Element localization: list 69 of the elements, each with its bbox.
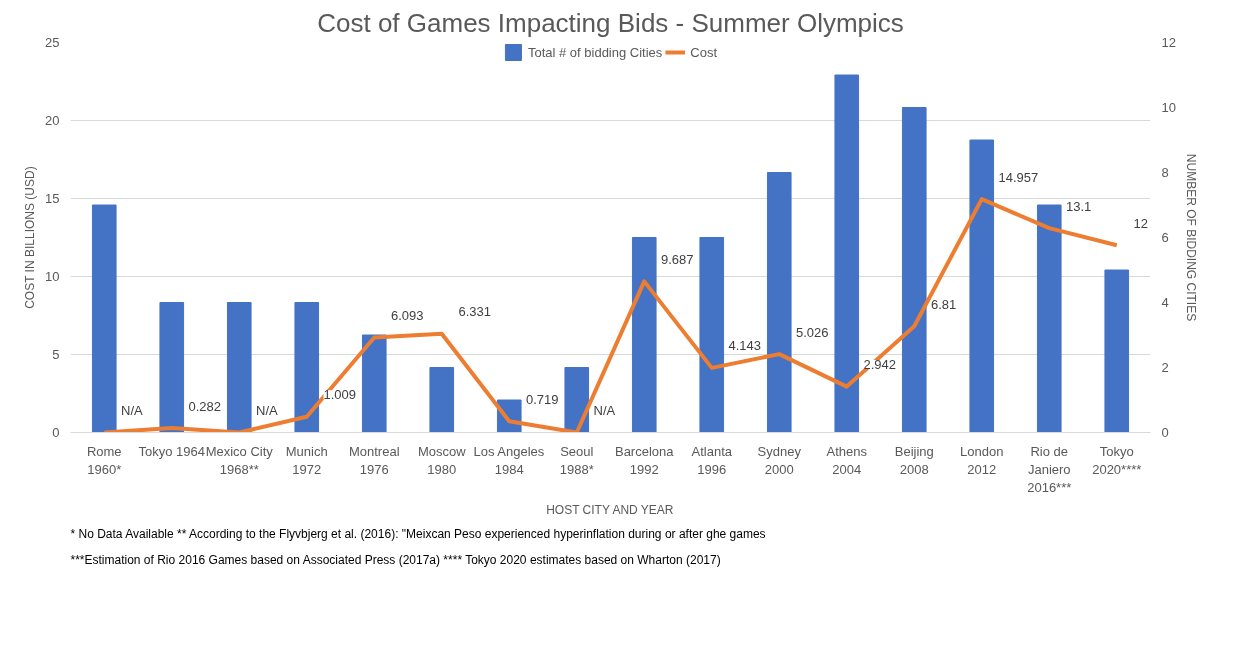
bar: [1036, 204, 1062, 433]
x-tick-label: Seoul 1988*: [559, 443, 594, 477]
bar: [1104, 269, 1130, 433]
data-label: 12: [1133, 215, 1148, 231]
bar: [564, 367, 590, 433]
legend-label: Total # of bidding Cities: [527, 44, 663, 60]
bar: [834, 74, 860, 433]
data-label: N/A: [121, 403, 143, 418]
y-tick-label: 5: [52, 347, 60, 362]
data-label: 13.1: [1066, 198, 1092, 214]
data-label: 6.093: [391, 307, 424, 323]
data-label: N/A: [593, 403, 616, 418]
bar: [429, 367, 455, 433]
y-tick-label: 25: [45, 35, 60, 50]
x-tick-label: Moscow 1980: [417, 443, 467, 477]
line-series: [102, 197, 1119, 433]
chart-title: Cost of Games Impacting Bids - Summer Olympics: [317, 7, 904, 38]
x-tick-label: Barcelona 1992: [614, 443, 675, 477]
data-label: 0.282: [188, 398, 222, 414]
x-tick-label: Munich 1972: [285, 443, 328, 477]
bar: [294, 302, 320, 433]
y-tick-label: 0: [52, 425, 60, 440]
y2-tick-label: 4: [1161, 295, 1169, 310]
bar: [159, 302, 185, 433]
text: * No Data Available ** According to the Flyvbjerg et al. (2016): "Meixcan Peso experienced hyperinflation during or after ghe games: [70, 526, 766, 541]
x-tick-label: Mexico City 1968**: [205, 443, 274, 477]
data-label: 4.143: [728, 338, 762, 354]
x-tick-label: Athens 2004: [826, 443, 868, 477]
bar: [226, 302, 252, 433]
data-label: 6.331: [458, 304, 492, 320]
y2-tick-label: 12: [1161, 35, 1176, 50]
y2-tick-label: 0: [1161, 425, 1169, 440]
text: ***Estimation of Rio 2016 Games based on Associated Press (2017a) **** Tokyo 2020 estimates based on Wharton (2017): [70, 552, 721, 567]
data-label: N/A: [256, 403, 278, 418]
x-tick-label: Beijing 2008: [894, 443, 934, 477]
bar: [699, 237, 725, 433]
bar: [631, 237, 657, 433]
x-tick-label: Rome 1960*: [86, 443, 122, 477]
data-label: 6.81: [931, 296, 957, 312]
data-label: 2.942: [863, 357, 897, 373]
data-label: 5.026: [796, 324, 829, 340]
y2-tick-label: 2: [1161, 360, 1169, 375]
x-tick-label: Montreal 1976: [348, 443, 400, 477]
y2-tick-label: 8: [1161, 165, 1169, 180]
x-tick-label: London 2012: [960, 443, 1004, 477]
data-label: 9.687: [661, 251, 694, 267]
bar: [766, 172, 792, 433]
data-label: 1.009: [323, 387, 357, 403]
legend-label: Cost: [690, 44, 718, 60]
x-axis-title: HOST CITY AND YEAR: [546, 502, 674, 517]
data-label: 0.719: [526, 391, 559, 407]
x-tick-label: Tokyo 1964: [138, 443, 205, 459]
x-tick-label: Rio de Janiero 2016***: [1027, 443, 1072, 495]
bar: [91, 204, 117, 433]
y2-tick-label: 6: [1161, 230, 1169, 245]
x-tick-label: Tokyo 2020****: [1092, 443, 1142, 477]
bar: [361, 334, 387, 433]
y-tick-label: 10: [45, 269, 60, 284]
y2-tick-label: 10: [1161, 100, 1176, 115]
bar: [969, 139, 995, 433]
y2-axis-title: NUMBER OF BIDDING CITIES: [1183, 153, 1198, 322]
x-tick-label: Atlanta 1996: [691, 443, 733, 477]
x-tick-label: Los Angeles 1984: [473, 443, 545, 477]
bar: [901, 107, 927, 433]
y-tick-label: 20: [45, 113, 60, 128]
y-axis-title: COST IN BILLIONS (USD): [23, 166, 38, 309]
x-tick-label: Sydney 2000: [757, 443, 802, 477]
data-label: 14.957: [998, 169, 1039, 185]
y-tick-label: 15: [45, 191, 60, 206]
